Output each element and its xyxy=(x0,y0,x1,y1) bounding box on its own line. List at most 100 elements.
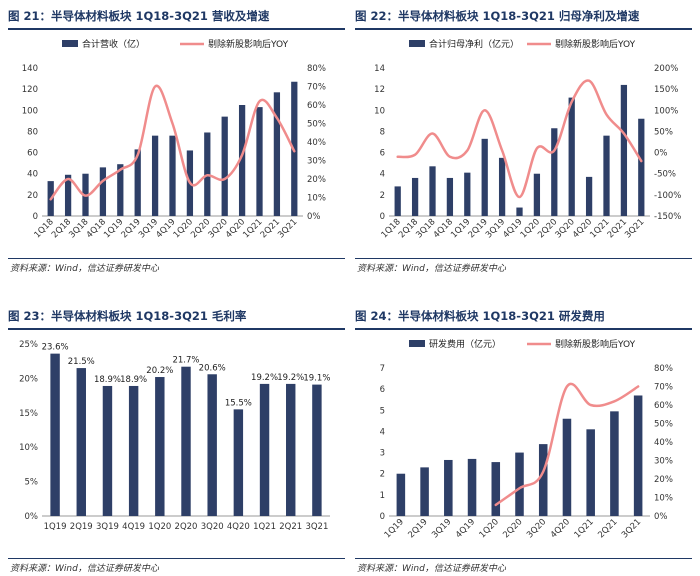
title-rule xyxy=(8,28,345,30)
chart-revenue: 0 20 40 60 80 100 120 140 0% 10% 20% 30% 40% 50% 60% 70… xyxy=(22,38,326,240)
y-tick-label: 20% xyxy=(19,374,38,384)
bar xyxy=(128,385,139,516)
bar xyxy=(312,384,322,516)
x-tick-label: 3Q21 xyxy=(623,217,646,240)
legend-label-line: 剔除新股影响后YOY xyxy=(208,38,289,50)
y-tick-label: 6 xyxy=(380,385,385,395)
bar xyxy=(444,459,453,516)
bar-data-label: 21.7% xyxy=(172,356,199,366)
chart-title: 图 22：半导体材料板块 1Q18-3Q21 归母净利及增速 xyxy=(355,9,640,23)
bar xyxy=(259,383,270,516)
x-tick-label: 2Q21 xyxy=(279,522,302,532)
x-tick-label: 4Q20 xyxy=(227,522,250,532)
bar xyxy=(481,138,488,216)
bar xyxy=(562,418,572,516)
y2-tick-label: 10% xyxy=(307,194,326,204)
y-tick-label: 0 xyxy=(33,212,38,222)
bar-data-label: 20.6% xyxy=(199,363,226,373)
y2-tick-label: 30% xyxy=(307,157,326,167)
bar xyxy=(221,116,228,216)
y2-tick-label: 0% xyxy=(307,212,321,222)
y-tick-label: 80 xyxy=(27,127,38,137)
bar-data-label: 20.2% xyxy=(146,366,173,376)
chart-source: 资料来源：Wind，信达证券研发中心 xyxy=(357,564,506,574)
bar xyxy=(467,458,477,516)
y-tick-label: 25% xyxy=(19,340,38,350)
title-rule xyxy=(355,28,692,30)
bar-data-label: 21.5% xyxy=(68,357,95,367)
y-tick-label: 14 xyxy=(374,64,385,74)
bar xyxy=(396,473,406,516)
bar xyxy=(446,177,454,216)
y-tick-label: 0 xyxy=(380,512,385,522)
bar xyxy=(586,429,595,516)
yoy-line xyxy=(396,79,643,199)
bar xyxy=(102,385,113,516)
legend-label-bar: 合计归母净利（亿元） xyxy=(429,38,519,50)
y-tick-label: 7 xyxy=(380,364,385,374)
chart-net-profit: 0 2 4 6 8 10 12 14 -150% -100% -50% 0% 50% 100% 150% 20… xyxy=(374,38,681,240)
bar-data-label: 19.2% xyxy=(277,373,304,383)
x-tick-label: 3Q19 xyxy=(96,522,119,532)
bar xyxy=(515,452,524,516)
bar xyxy=(286,383,296,516)
legend-label-bar: 研发费用（亿元） xyxy=(429,338,501,350)
y2-tick-label: 30% xyxy=(654,457,673,467)
y2-tick-label: 20% xyxy=(654,475,673,485)
bar xyxy=(411,177,419,216)
y-tick-label: 0% xyxy=(25,512,39,522)
y2-tick-label: 60% xyxy=(654,401,673,411)
bar xyxy=(99,167,107,216)
y-tick-label: 2 xyxy=(380,470,385,480)
y-tick-label: 4 xyxy=(380,170,385,180)
bar xyxy=(181,366,191,516)
chart-title: 图 24：半导体材料板块 1Q18-3Q21 研发费用 xyxy=(355,309,605,323)
y2-tick-label: 60% xyxy=(307,101,326,111)
bar-data-label: 15.5% xyxy=(225,398,252,408)
bar xyxy=(538,444,548,516)
bar-data-label: 18.9% xyxy=(94,375,121,385)
bar xyxy=(620,84,628,216)
bar xyxy=(633,395,643,516)
y2-tick-label: 150% xyxy=(654,85,678,95)
x-tick-label: 1Q21 xyxy=(253,522,276,532)
y2-tick-label: 70% xyxy=(307,83,326,93)
bar xyxy=(516,207,523,216)
y-tick-label: 8 xyxy=(380,127,385,137)
bar xyxy=(638,118,645,216)
bar xyxy=(134,149,141,216)
y-tick-label: 140 xyxy=(22,64,38,74)
bar xyxy=(610,411,619,516)
y-tick-label: 0 xyxy=(380,212,385,222)
y-tick-label: 6 xyxy=(380,149,385,159)
bar xyxy=(256,107,263,216)
x-tick-label: 1Q19 xyxy=(383,517,406,540)
x-tick-label: 2Q21 xyxy=(596,517,619,540)
yoy-line xyxy=(49,84,296,201)
title-rule xyxy=(355,328,692,330)
x-tick-label: 3Q19 xyxy=(430,517,453,540)
x-tick-label: 2Q19 xyxy=(70,522,93,532)
source-rule xyxy=(8,258,345,259)
y-tick-label: 15% xyxy=(19,409,38,419)
y2-tick-label: 80% xyxy=(654,364,673,374)
x-tick-label: 3Q21 xyxy=(305,522,328,532)
chart-source: 资料来源：Wind，信达证券研发中心 xyxy=(10,264,159,274)
x-tick-label: 1Q19 xyxy=(44,522,67,532)
bar xyxy=(603,135,610,216)
y2-tick-label: -150% xyxy=(654,212,681,222)
bar xyxy=(394,186,401,216)
bar xyxy=(64,174,72,216)
y2-tick-label: 0% xyxy=(654,149,668,159)
bar xyxy=(238,105,246,216)
bar xyxy=(151,135,159,216)
x-tick-label: 1Q20 xyxy=(478,517,501,540)
y-tick-label: 20 xyxy=(27,191,38,201)
y2-tick-label: -50% xyxy=(654,170,676,180)
bar-data-label: 19.1% xyxy=(303,374,330,384)
y-tick-label: 60 xyxy=(27,149,38,159)
y2-tick-label: 20% xyxy=(307,175,326,185)
y-tick-label: 100 xyxy=(22,106,38,116)
bar xyxy=(155,377,165,516)
y-tick-label: 1 xyxy=(380,491,385,501)
